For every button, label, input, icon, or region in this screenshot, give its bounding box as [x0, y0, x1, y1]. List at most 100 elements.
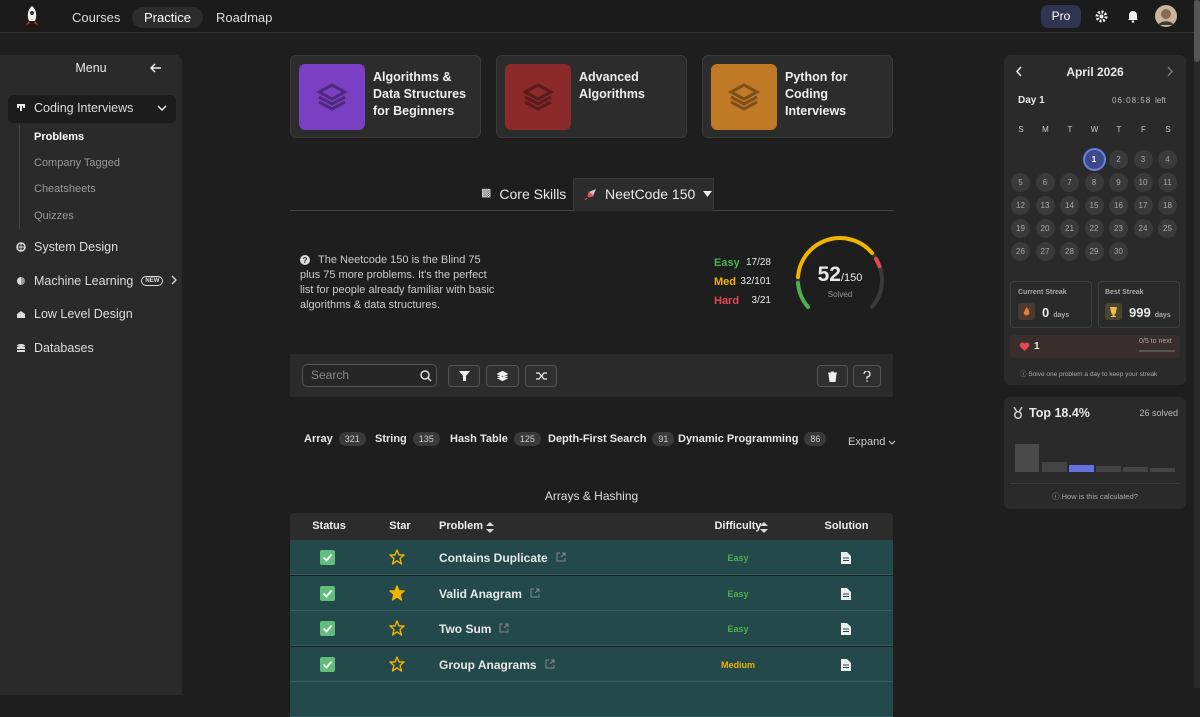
filter-button[interactable]: [448, 365, 480, 387]
calendar-day[interactable]: 26: [1011, 242, 1030, 261]
menu-item[interactable]: System Design: [16, 240, 118, 254]
menu-item[interactable]: Low Level Design: [16, 307, 133, 321]
avatar[interactable]: [1155, 5, 1177, 27]
status-checkbox[interactable]: [320, 550, 335, 565]
pro-button[interactable]: Pro: [1041, 5, 1081, 28]
prev-month[interactable]: [1015, 66, 1023, 77]
calendar-day[interactable]: 16: [1109, 196, 1128, 215]
calendar-day[interactable]: 15: [1084, 196, 1104, 215]
nav-link[interactable]: Practice: [132, 7, 203, 28]
menu-item[interactable]: Machine Learning NEW: [16, 274, 178, 288]
calendar-day[interactable]: 29: [1084, 242, 1104, 261]
settings-icon[interactable]: [1095, 10, 1108, 23]
active-section[interactable]: [8, 95, 176, 123]
calendar-day[interactable]: 30: [1109, 242, 1128, 261]
calendar-day[interactable]: 25: [1158, 219, 1177, 238]
problem-name[interactable]: Valid Anagram: [439, 586, 522, 601]
coding-interviews[interactable]: Coding Interviews: [16, 101, 133, 115]
submenu-item[interactable]: Quizzes: [34, 210, 74, 222]
star[interactable]: [389, 620, 405, 641]
calendar-day[interactable]: 24: [1133, 219, 1153, 238]
star[interactable]: [389, 549, 405, 570]
calendar-day[interactable]: 28: [1060, 242, 1079, 261]
collapse-button[interactable]: [150, 63, 162, 73]
submenu-item[interactable]: Problems: [34, 131, 85, 143]
calendar-day[interactable]: 19: [1011, 219, 1030, 238]
topic-tag[interactable]: Depth-First Search 91: [548, 432, 675, 446]
topic-tag[interactable]: Dynamic Programming 86: [678, 432, 827, 446]
calendar-day[interactable]: 12: [1011, 196, 1030, 215]
search-input[interactable]: Search: [302, 364, 437, 387]
sort-icon[interactable]: [760, 520, 768, 538]
logo[interactable]: [23, 5, 41, 27]
calendar-day[interactable]: 5: [1011, 173, 1030, 192]
calendar-day[interactable]: 13: [1035, 196, 1055, 215]
calendar-day[interactable]: 27: [1035, 242, 1055, 261]
calendar-day[interactable]: 21: [1060, 219, 1079, 238]
search-icon: [420, 370, 432, 382]
course-card[interactable]: Algorithms & Data Structures for Beginne…: [290, 55, 481, 138]
star[interactable]: [389, 584, 405, 606]
help-button[interactable]: [853, 365, 881, 387]
next-month[interactable]: [1166, 66, 1174, 77]
nav-link[interactable]: Roadmap: [216, 10, 273, 25]
tab-core-skills[interactable]: ▩ Core Skills: [481, 186, 566, 202]
icon: [828, 371, 837, 382]
problem[interactable]: Contains Duplicate: [439, 551, 566, 565]
topic-tag[interactable]: Hash Table 125: [450, 432, 541, 446]
difficulty-label: Hard: [714, 295, 740, 307]
solution-icon[interactable]: [841, 622, 851, 640]
problem-name[interactable]: Two Sum: [439, 622, 492, 636]
external-link[interactable]: [530, 587, 540, 601]
calendar-day[interactable]: 18: [1158, 196, 1177, 215]
calendar-day[interactable]: 2: [1109, 150, 1128, 169]
calendar-day[interactable]: 20: [1035, 219, 1055, 238]
calendar-day[interactable]: 9: [1109, 173, 1128, 192]
expand-button[interactable]: Expand: [848, 436, 896, 448]
nav-link[interactable]: Courses: [72, 10, 121, 25]
topic-tag[interactable]: Array 321: [304, 432, 366, 446]
submenu-item[interactable]: Company Tagged: [34, 157, 121, 169]
calendar-day[interactable]: 3: [1133, 150, 1153, 169]
calendar-day[interactable]: 10: [1133, 173, 1153, 192]
calendar-day[interactable]: 1: [1084, 150, 1104, 169]
menu-item[interactable]: Databases: [16, 341, 94, 355]
submenu-item[interactable]: Cheatsheets: [34, 183, 96, 195]
status-checkbox[interactable]: [320, 585, 335, 601]
calendar-day[interactable]: 14: [1060, 196, 1079, 215]
external-link[interactable]: [499, 622, 509, 636]
tab-neetcode-150[interactable]: NeetCode 150: [584, 186, 713, 202]
calendar-day[interactable]: 4: [1158, 150, 1177, 169]
problem[interactable]: Valid Anagram: [439, 587, 540, 601]
difficulty: Easy: [727, 553, 749, 563]
calendar-day[interactable]: 8: [1084, 173, 1104, 192]
sort-icon[interactable]: [486, 520, 494, 538]
column-header: Status: [312, 520, 346, 532]
calendar-day[interactable]: 23: [1109, 219, 1128, 238]
shuffle-button[interactable]: [525, 365, 557, 387]
course-card[interactable]: Python for Coding Interviews: [702, 55, 893, 138]
calendar-day[interactable]: 22: [1084, 219, 1104, 238]
calendar-day[interactable]: 6: [1035, 173, 1055, 192]
layers-button[interactable]: [486, 365, 519, 387]
external-link[interactable]: [556, 551, 566, 565]
problem-name[interactable]: Contains Duplicate: [439, 551, 548, 565]
star[interactable]: [389, 655, 405, 677]
problem[interactable]: Two Sum: [439, 622, 509, 636]
external-link[interactable]: [545, 658, 555, 672]
topic-tag[interactable]: String 135: [375, 432, 440, 446]
status-checkbox[interactable]: [320, 656, 335, 672]
problem-name[interactable]: Group Anagrams: [439, 657, 537, 672]
status-checkbox[interactable]: [320, 621, 335, 636]
solution-icon[interactable]: [841, 587, 851, 605]
solution-icon[interactable]: [841, 551, 851, 569]
calendar-day[interactable]: 11: [1158, 173, 1177, 192]
calendar-day[interactable]: 7: [1060, 173, 1079, 192]
problem[interactable]: Group Anagrams: [439, 658, 555, 672]
calendar-day[interactable]: 17: [1133, 196, 1153, 215]
course-card[interactable]: Advanced Algorithms: [496, 55, 687, 138]
solution-icon[interactable]: [841, 658, 851, 676]
reset-button[interactable]: [817, 365, 848, 387]
notifications-icon[interactable]: [1127, 9, 1139, 23]
rank-note[interactable]: ⓘ How is this calculated?: [1052, 492, 1138, 501]
